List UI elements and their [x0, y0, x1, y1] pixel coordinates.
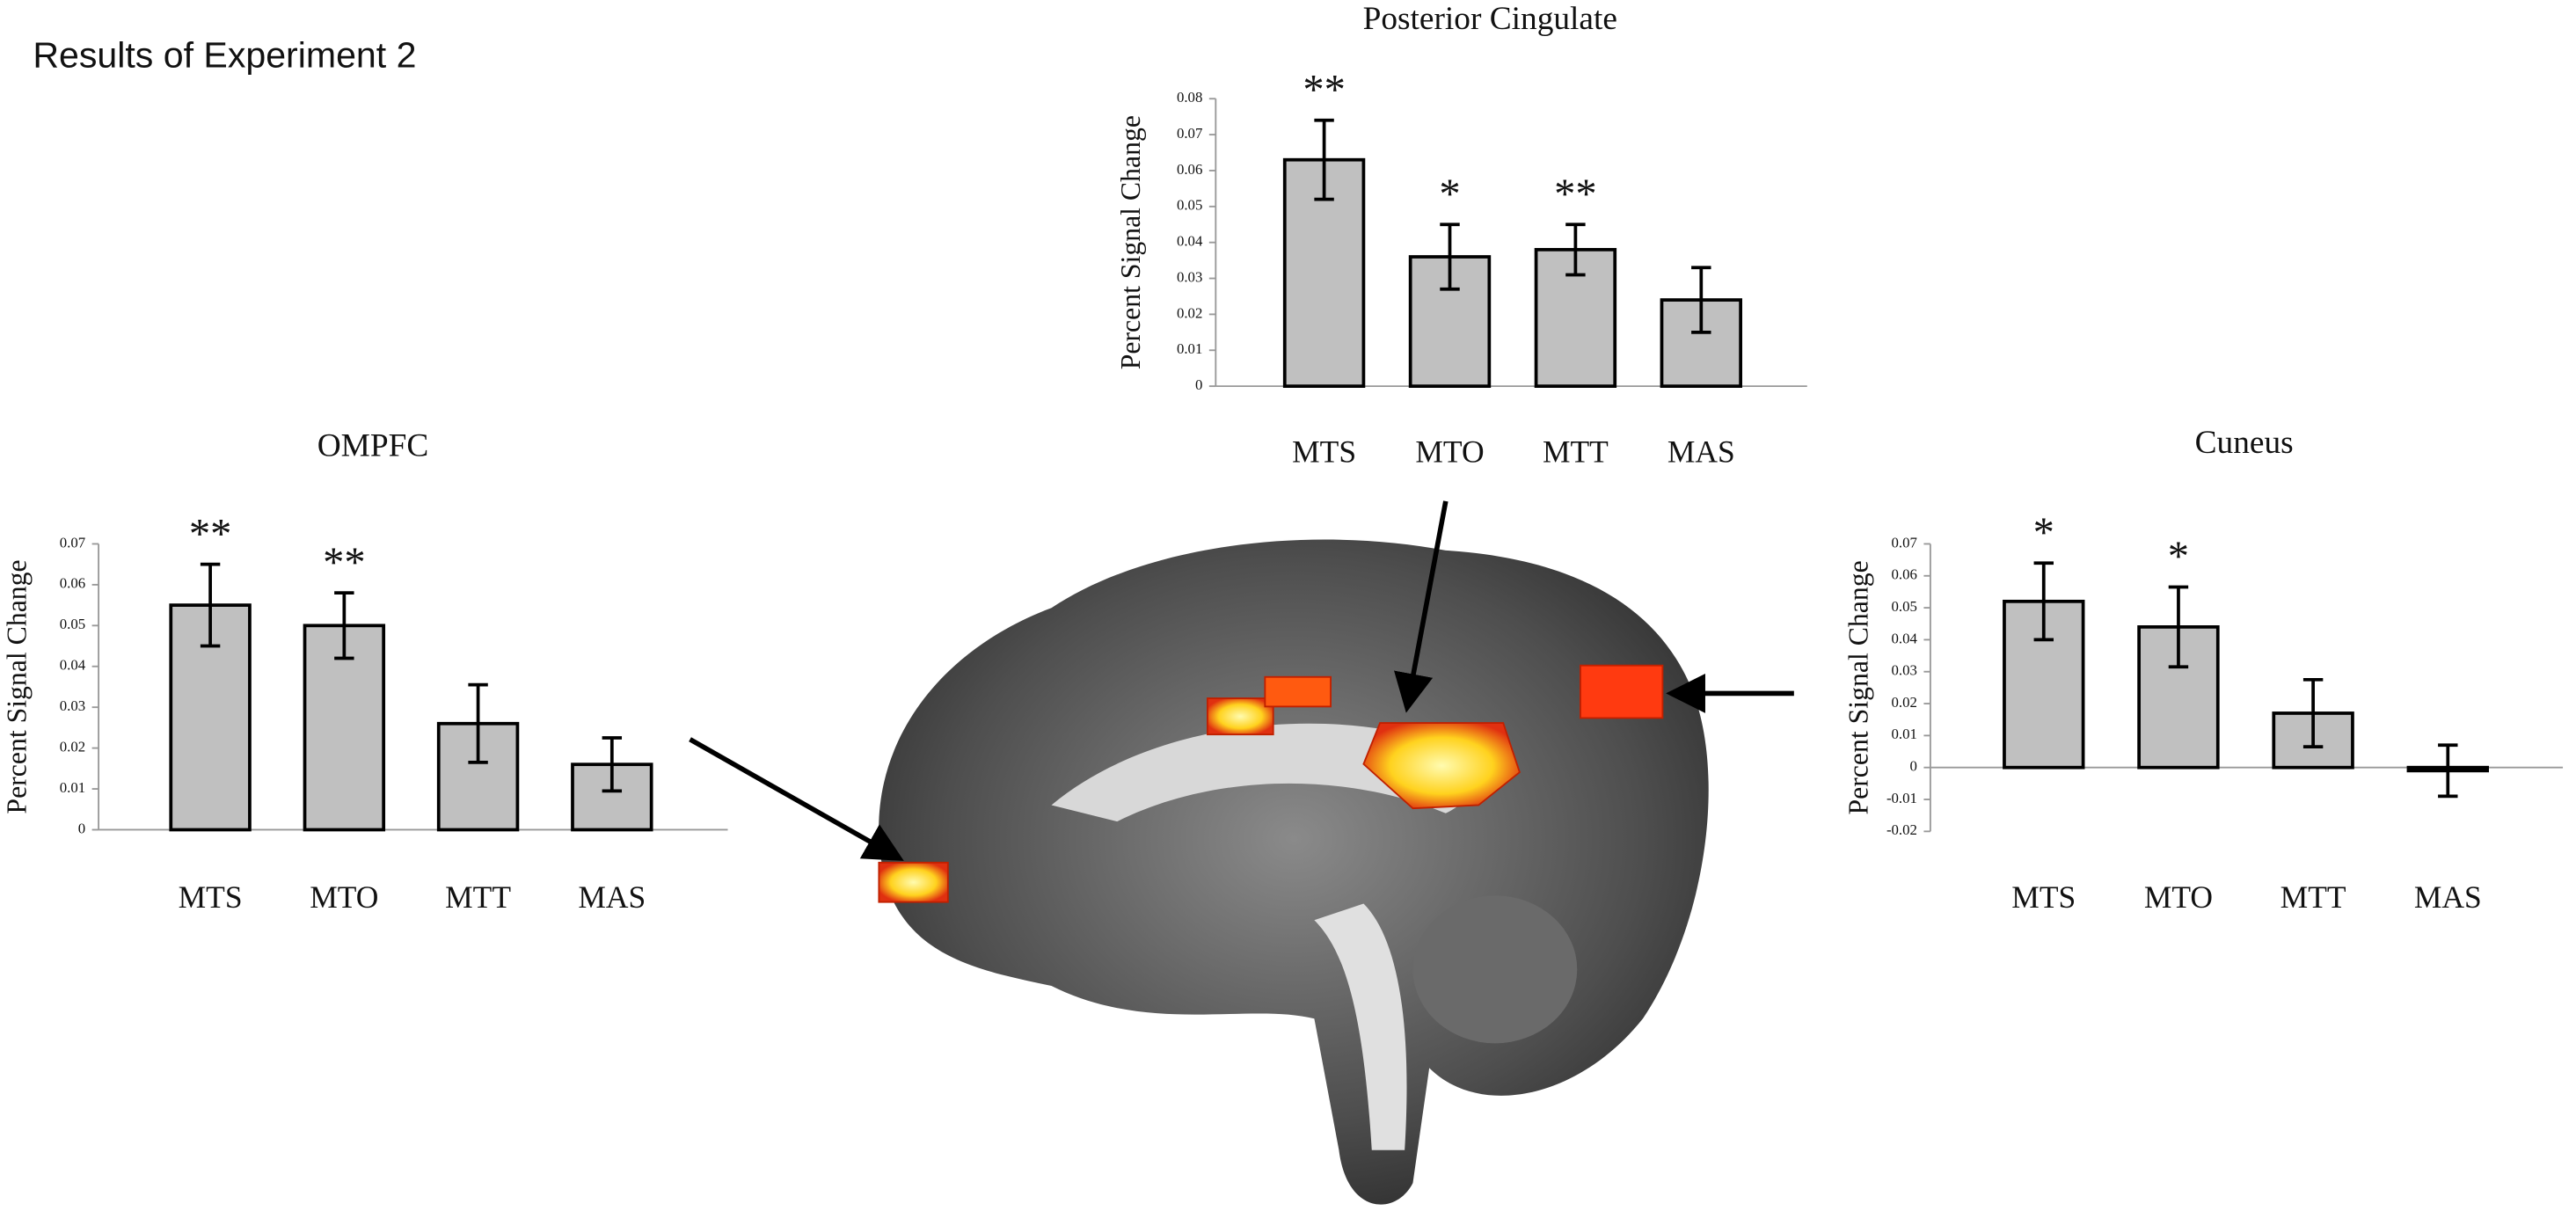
- chart-title: Cuneus: [2195, 425, 2294, 461]
- error-bar: [1691, 266, 1711, 334]
- y-axis-label: Percent Signal Change: [2, 559, 33, 813]
- error-bar: [468, 682, 488, 764]
- activation: [1264, 675, 1332, 708]
- significance-label: **: [1554, 170, 1597, 217]
- y-tick-label: 0.01: [1892, 726, 1917, 742]
- brain: [879, 539, 1709, 1205]
- activation: [1580, 664, 1664, 719]
- y-tick-label: -0.02: [1886, 821, 1917, 838]
- y-tick-label: 0.05: [60, 616, 85, 632]
- y-tick-label: 0.07: [60, 534, 85, 551]
- y-tick-label: 0: [1910, 758, 1917, 775]
- y-tick-label: 0.04: [60, 657, 86, 674]
- error-bar: [1440, 223, 1460, 291]
- significance-label: **: [189, 510, 232, 558]
- error-bar: [2168, 585, 2189, 669]
- x-tick-label: MAS: [1667, 434, 1735, 470]
- y-tick-label: 0.06: [1892, 566, 1917, 583]
- error-bar: [334, 591, 354, 660]
- x-tick-label: MTO: [310, 879, 378, 915]
- y-tick-label: 0.06: [1177, 161, 1202, 178]
- y-tick-label: 0.03: [1177, 268, 1202, 285]
- significance-label: *: [2033, 508, 2054, 556]
- y-tick-label: -0.01: [1886, 790, 1917, 806]
- error-bar: [200, 562, 221, 648]
- arrow: [689, 737, 904, 861]
- y-tick-label: 0: [78, 820, 85, 836]
- y-tick-label: 0: [1195, 376, 1202, 393]
- x-tick-label: MAS: [578, 879, 646, 915]
- x-tick-label: MTT: [2280, 879, 2346, 915]
- significance-label: *: [1439, 170, 1460, 217]
- x-tick-label: MTO: [1415, 434, 1484, 470]
- y-tick-label: 0.03: [1892, 662, 1917, 679]
- y-axis-label: Percent Signal Change: [1115, 115, 1146, 369]
- y-tick-label: 0.01: [60, 779, 85, 796]
- brain-image: [878, 539, 1709, 1205]
- y-tick-label: 0.02: [60, 738, 85, 755]
- error-bar: [2302, 677, 2324, 748]
- error-bar: [2438, 743, 2458, 799]
- y-tick-label: 0.08: [1177, 89, 1202, 106]
- brainstem: [1314, 903, 1407, 1150]
- y-tick-label: 0.01: [1177, 340, 1202, 357]
- arrows: [689, 500, 1794, 861]
- y-tick-label: 0.02: [1177, 304, 1202, 321]
- arrow: [1394, 500, 1449, 713]
- y-tick-label: 0.04: [1892, 630, 1918, 646]
- error-bar: [1565, 223, 1586, 277]
- y-axis-label: Percent Signal Change: [1843, 560, 1874, 814]
- y-tick-label: 0.04: [1177, 233, 1203, 250]
- y-tick-label: 0.06: [60, 575, 85, 592]
- activation: [878, 861, 949, 903]
- figure-title: Results of Experiment 2: [33, 34, 416, 75]
- x-tick-label: MAS: [2414, 879, 2482, 915]
- significance-label: **: [1303, 66, 1346, 113]
- error-bar: [1314, 118, 1334, 201]
- error-bar: [2033, 561, 2054, 642]
- y-tick-label: 0.05: [1892, 598, 1917, 615]
- x-tick-label: MTT: [445, 879, 511, 915]
- cerebellum: [1412, 895, 1578, 1044]
- x-tick-label: MTO: [2144, 879, 2213, 915]
- significance-label: **: [323, 538, 366, 586]
- y-tick-label: 0.03: [60, 697, 85, 714]
- y-tick-label: 0.02: [1892, 694, 1917, 711]
- y-tick-label: 0.07: [1892, 534, 1917, 551]
- x-tick-label: MTS: [179, 879, 243, 915]
- x-tick-label: MTS: [2011, 879, 2076, 915]
- activation: [1207, 697, 1274, 736]
- error-bar: [602, 736, 623, 793]
- significance-label: *: [2168, 533, 2189, 580]
- y-tick-label: 0.07: [1177, 125, 1202, 142]
- y-tick-label: 0.05: [1177, 197, 1202, 214]
- activation: [1362, 722, 1521, 810]
- x-tick-label: MTS: [1292, 434, 1356, 470]
- x-tick-label: MTT: [1543, 434, 1609, 470]
- chart-title: Posterior Cingulate: [1363, 1, 1617, 37]
- chart-title: OMPFC: [317, 428, 429, 464]
